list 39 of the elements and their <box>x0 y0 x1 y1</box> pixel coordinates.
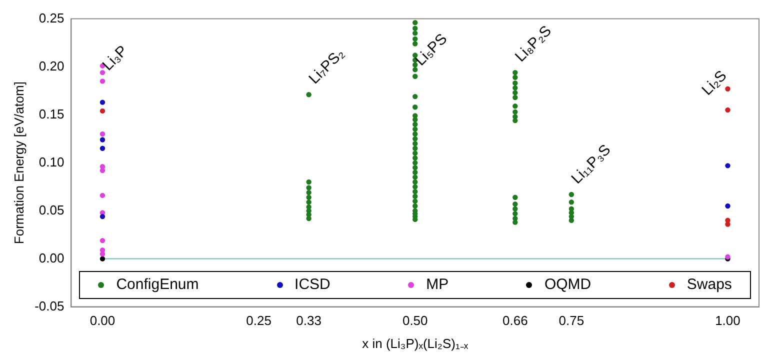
point <box>100 137 106 142</box>
x-tick-label: 0.66 <box>502 313 528 328</box>
legend-label: MP <box>426 276 449 294</box>
y-tick-label: 0.25 <box>38 10 64 26</box>
x-tick-label: 0.33 <box>296 313 322 328</box>
legend-label: OQMD <box>544 276 592 294</box>
point <box>100 70 106 76</box>
point <box>100 108 106 114</box>
point <box>725 163 730 168</box>
x-tick-label: 1.00 <box>715 313 740 328</box>
y-tick-label: -0.05 <box>34 298 64 314</box>
x-axis-title: x in (Li₃P)ₓ(Li₂S)₁₋ₓ <box>362 336 469 351</box>
x-tick-label: 0.75 <box>558 313 584 328</box>
point <box>100 100 106 105</box>
point <box>100 131 106 137</box>
y-tick-label: 0.15 <box>38 106 64 122</box>
x-tick-label: 0.25 <box>246 313 272 328</box>
y-tick-label: 0.20 <box>38 58 64 74</box>
x-tick-label: 0.50 <box>402 313 428 328</box>
y-tick-label: 0.10 <box>38 154 64 170</box>
y-tick-label: 0.05 <box>38 202 64 218</box>
y-axis-title: Formation Energy [eV/atom] <box>11 82 26 244</box>
point <box>725 222 730 227</box>
point <box>100 238 106 244</box>
legend-label: ConfigEnum <box>116 276 199 294</box>
annotation: Li₃P <box>99 42 131 74</box>
point <box>100 78 106 84</box>
point <box>725 107 730 113</box>
legend-label: Swaps <box>686 276 732 294</box>
point <box>100 214 106 220</box>
point <box>725 203 730 209</box>
y-tick-label: 0.00 <box>38 250 64 266</box>
legend-label: ICSD <box>294 276 330 294</box>
x-tick-label: 0.00 <box>90 313 116 328</box>
point <box>100 146 106 151</box>
annotation: Li₂S <box>698 67 730 99</box>
point <box>100 192 106 198</box>
point <box>725 86 730 92</box>
point <box>100 256 106 262</box>
